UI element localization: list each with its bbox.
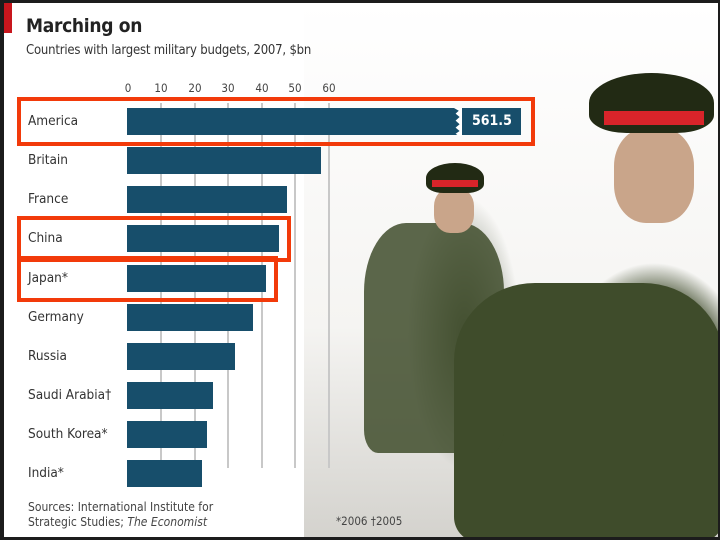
source-line-1: Sources: International Institute for (28, 500, 214, 514)
category-label: South Korea* (28, 426, 108, 442)
category-label: India* (28, 465, 64, 481)
chart-subtitle: Countries with largest military budgets,… (26, 43, 312, 58)
cap-band (432, 180, 478, 187)
x-tick: 10 (154, 81, 168, 95)
bar-france (127, 186, 287, 213)
bar-india (127, 460, 202, 487)
category-label: Japan* (28, 270, 68, 286)
x-tick: 30 (221, 81, 235, 95)
bar-south-korea (127, 421, 207, 448)
x-tick: 50 (288, 81, 302, 95)
highlight-box-america (17, 97, 535, 146)
category-label: America (28, 113, 79, 129)
category-label: Saudi Arabia† (28, 387, 112, 403)
highlight-box-japan (17, 256, 278, 302)
soldier-face (434, 188, 474, 233)
bar-china (127, 225, 279, 252)
x-tick: 40 (255, 81, 269, 95)
category-label: France (28, 191, 69, 207)
highlight-box-china (17, 216, 291, 262)
economist-red-tab (4, 3, 12, 33)
soldier-cap (426, 163, 484, 193)
axis-break-icon (454, 108, 462, 136)
bar-germany (127, 304, 253, 331)
bar-russia (127, 343, 235, 370)
footnote: *2006 †2005 (336, 514, 403, 528)
bar-saudi-arabia (127, 382, 213, 409)
category-label: Russia (28, 348, 68, 364)
america-value-label: 561.5 (472, 113, 512, 129)
chart-title: Marching on (26, 15, 143, 37)
x-tick: 0 (124, 81, 132, 95)
cap-band (604, 111, 704, 125)
category-label: Britain (28, 152, 68, 168)
gridline (294, 103, 296, 468)
source-line-2: Strategic Studies; The Economist (28, 515, 208, 529)
bar-britain (127, 147, 321, 174)
bar-japan (127, 265, 266, 292)
x-tick: 20 (188, 81, 202, 95)
x-tick: 60 (322, 81, 336, 95)
bar-america (127, 108, 521, 135)
soldiers-photo (304, 3, 718, 537)
gridline (328, 103, 330, 468)
source-note: Sources: International Institute for Str… (28, 500, 213, 530)
category-label: China (28, 230, 63, 246)
soldier-face (614, 128, 694, 223)
category-label: Germany (28, 309, 84, 325)
soldier-coat (364, 223, 504, 453)
slide: Marching on Countries with largest milit… (4, 3, 718, 537)
